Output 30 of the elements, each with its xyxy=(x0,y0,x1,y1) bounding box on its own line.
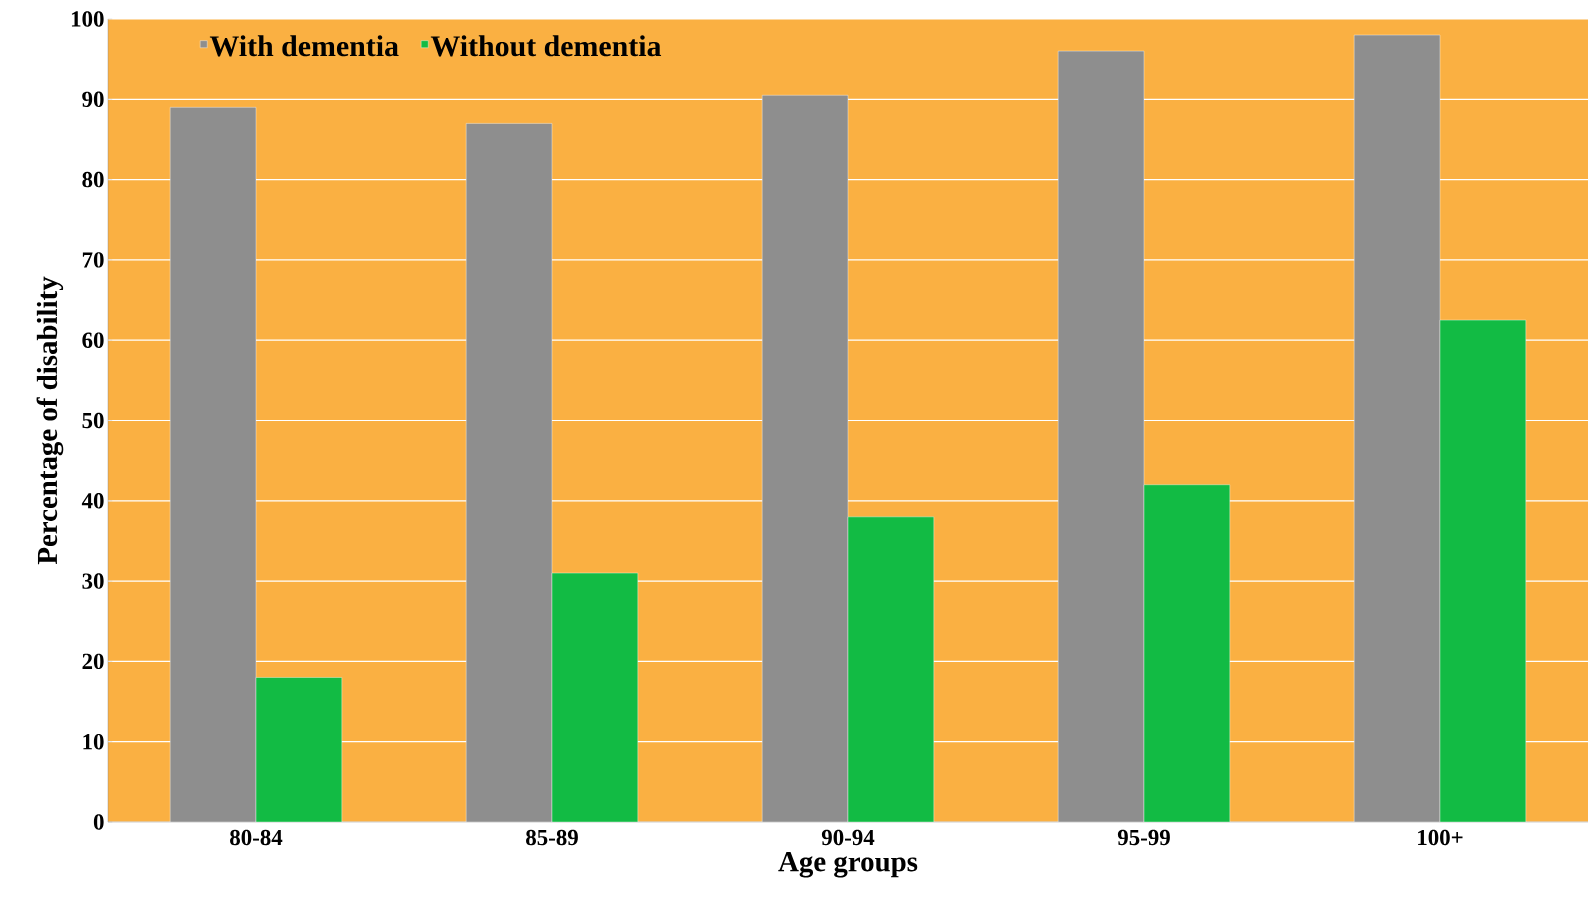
y-tick-label: 40 xyxy=(81,493,104,509)
y-tick-label: 0 xyxy=(93,814,104,830)
bar xyxy=(761,95,849,822)
bar xyxy=(551,572,639,822)
y-tick-label: 60 xyxy=(82,332,104,348)
bar xyxy=(847,516,935,822)
x-tick-label: 95-99 xyxy=(1117,829,1170,846)
x-tick-label: 100+ xyxy=(1418,829,1463,846)
bar xyxy=(255,677,343,822)
x-tick-label: 80-84 xyxy=(230,829,283,846)
legend-label: With dementia xyxy=(209,35,399,57)
x-axis-title: Age groups xyxy=(778,852,918,878)
y-tick-label: 80 xyxy=(82,171,104,188)
y-tick-label: 50 xyxy=(82,412,104,429)
y-axis-title: Percentage of disability xyxy=(36,276,64,565)
y-tick-label: 10 xyxy=(83,733,104,750)
legend-label: Without dementia xyxy=(430,35,662,57)
y-tick-label: 30 xyxy=(82,573,104,589)
bar xyxy=(1353,34,1441,822)
bar xyxy=(1057,50,1145,822)
bar xyxy=(1439,319,1527,822)
bar xyxy=(1143,484,1231,822)
x-tick-label: 90-94 xyxy=(821,829,875,846)
bar xyxy=(169,107,257,822)
bar xyxy=(465,123,553,822)
y-tick-label: 100 xyxy=(71,11,104,27)
y-tick-label: 70 xyxy=(82,252,104,268)
x-tick-label: 85-89 xyxy=(526,829,578,846)
y-tick-label: 90 xyxy=(82,91,104,108)
y-tick-label: 20 xyxy=(82,653,104,670)
